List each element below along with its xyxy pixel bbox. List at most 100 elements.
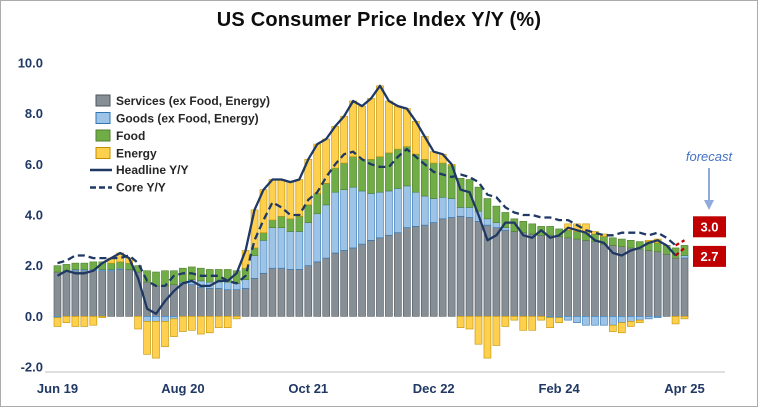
- bar-segment: [429, 222, 438, 317]
- bar-segment: [170, 318, 178, 337]
- bar-segment: [438, 218, 447, 317]
- bar-segment: [609, 316, 617, 326]
- forecast-value-core: 3.0: [693, 216, 726, 238]
- bar-segment: [456, 177, 465, 208]
- bar-segment: [456, 215, 465, 317]
- bar-segment: [223, 281, 232, 291]
- bar-segment: [671, 257, 680, 317]
- bar-segment: [644, 316, 653, 320]
- legend-label: Goods (ex Food, Energy): [116, 112, 259, 126]
- bar-segment: [223, 269, 232, 283]
- bar-segment: [465, 316, 474, 330]
- bar-segment: [340, 189, 348, 251]
- y-tick-label: 0.0: [25, 309, 43, 324]
- bar-segment: [483, 198, 492, 220]
- bar-segment: [179, 316, 187, 332]
- y-tick-label: -2.0: [21, 360, 43, 375]
- bar-segment: [510, 316, 519, 321]
- bar-segment: [152, 321, 160, 359]
- forecast-value-text: 2.7: [700, 249, 718, 264]
- bar-segment: [71, 270, 80, 317]
- bar-segment: [349, 100, 357, 158]
- bar-segment: [626, 321, 635, 327]
- bar-segment: [591, 316, 599, 326]
- bar-segment: [483, 218, 492, 226]
- bar-segment: [573, 316, 581, 323]
- forecast-value-text: 3.0: [700, 219, 718, 234]
- bar-segment: [564, 237, 572, 317]
- bar-segment: [501, 212, 510, 228]
- bar-segment: [197, 316, 205, 335]
- bar-segment: [367, 98, 375, 160]
- bar-segment: [483, 316, 492, 359]
- bar-segment: [376, 191, 384, 239]
- bar-segment: [358, 243, 366, 317]
- bar-segment: [385, 190, 393, 236]
- bar-segment: [367, 240, 375, 317]
- bar-segment: [161, 270, 169, 287]
- bar-segment: [80, 270, 89, 317]
- bar-segment: [71, 316, 80, 327]
- bar-segment: [134, 316, 142, 330]
- bar-segment: [143, 321, 151, 355]
- bar-segment: [447, 217, 456, 317]
- bar-segment: [205, 288, 214, 317]
- forecast-line-segment: [674, 247, 686, 257]
- bar-segment: [152, 316, 160, 322]
- bar-segment: [635, 319, 644, 323]
- bar-segment: [268, 179, 277, 221]
- bar-segment: [600, 243, 608, 317]
- bar-segment: [197, 267, 205, 282]
- bar-segment: [295, 215, 304, 232]
- bar-segment: [519, 221, 528, 234]
- bar-segment: [80, 262, 89, 270]
- bar-segment: [259, 232, 268, 241]
- bar-segment: [214, 288, 223, 317]
- bar-segment: [680, 255, 689, 259]
- bar-segment: [411, 153, 420, 193]
- bar-segment: [179, 283, 187, 317]
- y-tick-label: 10.0: [18, 56, 43, 71]
- bar-segment: [143, 316, 151, 322]
- bar-segment: [349, 247, 357, 317]
- bar-segment: [170, 270, 178, 285]
- bar-segment: [474, 316, 483, 345]
- legend-swatch-1: [95, 112, 111, 124]
- bar-segment: [609, 245, 617, 317]
- bar-segment: [71, 262, 80, 270]
- bar-segment: [600, 316, 608, 326]
- bar-segment: [394, 105, 402, 150]
- bar-segment: [438, 162, 447, 198]
- bar-segment: [609, 324, 617, 332]
- bar-segment: [510, 231, 519, 317]
- bar-segment: [537, 316, 545, 321]
- legend-label: Headline Y/Y: [116, 163, 188, 177]
- bar-segment: [340, 250, 348, 317]
- bar-segment: [214, 316, 223, 329]
- bar-segment: [125, 269, 133, 317]
- bar-segment: [241, 279, 250, 289]
- bar-segment: [349, 156, 357, 188]
- bar-segment: [671, 316, 680, 325]
- bar-segment: [680, 257, 689, 317]
- bar-segment: [268, 227, 277, 269]
- bar-segment: [635, 248, 644, 317]
- bar-segment: [277, 227, 286, 269]
- bar-segment: [626, 247, 635, 317]
- bar-segment: [304, 204, 313, 223]
- legend: Services (ex Food, Energy) Goods (ex Food…: [90, 94, 270, 195]
- bar-segment: [358, 190, 366, 245]
- bar-segment: [277, 215, 286, 228]
- forecast-value-headline: 2.7: [693, 245, 726, 267]
- bar-segment: [492, 227, 501, 317]
- bar-segment: [528, 223, 537, 235]
- bar-segment: [313, 213, 322, 263]
- bar-segment: [394, 232, 402, 317]
- bar-segment: [98, 316, 107, 318]
- bar-segment: [644, 250, 653, 317]
- legend-swatch-0: [95, 94, 111, 107]
- bar-segment: [564, 316, 572, 321]
- bar-segment: [53, 265, 62, 273]
- legend-swatch-3: [95, 147, 111, 159]
- bar-segment: [465, 217, 474, 317]
